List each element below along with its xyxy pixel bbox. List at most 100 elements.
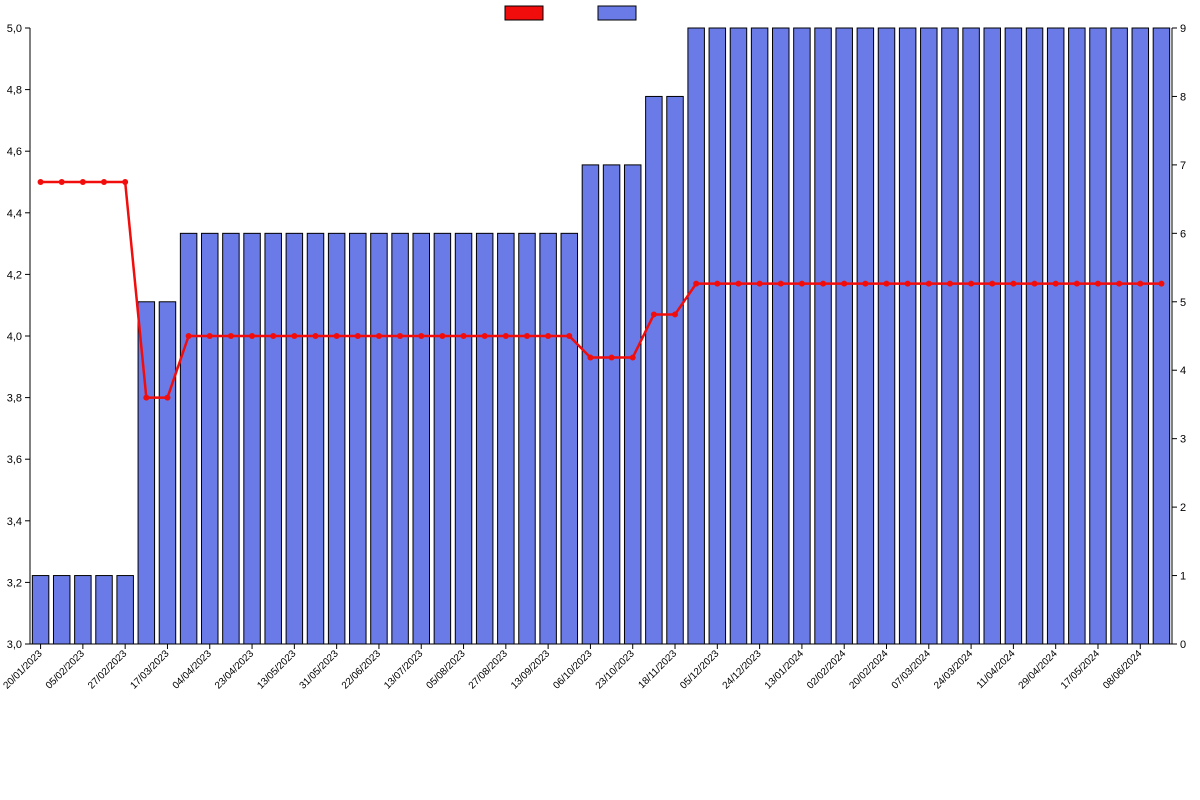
y-left-tick-label: 4,8 — [7, 85, 22, 97]
bar — [857, 28, 873, 644]
bar — [730, 28, 746, 644]
line-marker — [228, 333, 234, 339]
y-right-tick-label: 9 — [1180, 23, 1186, 35]
line-marker — [799, 281, 805, 287]
y-right-tick-label: 7 — [1180, 160, 1186, 172]
y-right-tick-label: 5 — [1180, 297, 1186, 309]
bar — [117, 576, 133, 644]
bar — [984, 28, 1000, 644]
x-tick-label: 08/06/2024 — [1101, 648, 1144, 691]
bar — [1026, 28, 1042, 644]
line-marker — [926, 281, 932, 287]
bar — [159, 302, 175, 644]
line-marker — [1074, 281, 1080, 287]
bar — [709, 28, 725, 644]
line-marker — [1032, 281, 1038, 287]
bar — [350, 233, 366, 644]
x-tick-label: 11/04/2024 — [975, 648, 1018, 691]
x-tick-label: 05/02/2023 — [44, 648, 87, 691]
y-right-tick-label: 3 — [1180, 434, 1186, 446]
line-marker — [1137, 281, 1143, 287]
bar — [371, 233, 387, 644]
line-marker — [1116, 281, 1122, 287]
bar — [836, 28, 852, 644]
bar — [434, 233, 450, 644]
y-right-tick-label: 6 — [1180, 228, 1186, 240]
line-marker — [482, 333, 488, 339]
bar — [244, 233, 260, 644]
line-marker — [714, 281, 720, 287]
line-marker — [418, 333, 424, 339]
x-tick-label: 02/02/2024 — [805, 648, 848, 691]
x-tick-label: 05/12/2023 — [678, 648, 721, 691]
line-marker — [397, 333, 403, 339]
y-right-tick-label: 8 — [1180, 91, 1186, 103]
bar — [646, 96, 662, 644]
x-tick-label: 27/02/2023 — [86, 648, 129, 691]
bar — [286, 233, 302, 644]
bar — [773, 28, 789, 644]
bar — [878, 28, 894, 644]
line-marker — [207, 333, 213, 339]
legend-bar-swatch — [598, 6, 636, 20]
line-marker — [503, 333, 509, 339]
line-marker — [630, 355, 636, 361]
line-marker — [122, 179, 128, 185]
dual-axis-chart: 3,03,23,43,63,84,04,24,44,64,85,00123456… — [0, 0, 1200, 800]
line-marker — [524, 333, 530, 339]
bar — [1132, 28, 1148, 644]
x-tick-label: 13/01/2024 — [763, 648, 806, 691]
bar — [202, 233, 218, 644]
line-marker — [693, 281, 699, 287]
line-marker — [905, 281, 911, 287]
line-marker — [778, 281, 784, 287]
bar — [1005, 28, 1021, 644]
bar — [455, 233, 471, 644]
line-marker — [80, 179, 86, 185]
bar — [180, 233, 196, 644]
bar — [1090, 28, 1106, 644]
line-marker — [1053, 281, 1059, 287]
x-tick-label: 31/05/2023 — [298, 648, 341, 691]
x-tick-label: 20/02/2024 — [847, 648, 890, 691]
line-marker — [989, 281, 995, 287]
line-marker — [651, 311, 657, 317]
x-tick-label: 22/06/2023 — [340, 648, 383, 691]
line-marker — [334, 333, 340, 339]
bar — [392, 233, 408, 644]
bar — [688, 28, 704, 644]
x-tick-label: 17/03/2023 — [128, 648, 171, 691]
line-marker — [545, 333, 551, 339]
line-marker — [735, 281, 741, 287]
line-marker — [862, 281, 868, 287]
line-marker — [164, 395, 170, 401]
bar — [476, 233, 492, 644]
x-tick-label: 29/04/2024 — [1017, 648, 1060, 691]
x-tick-label: 04/04/2023 — [171, 648, 214, 691]
bar — [624, 165, 640, 644]
y-left-tick-label: 3,6 — [7, 454, 22, 466]
x-tick-label: 07/03/2024 — [890, 648, 933, 691]
y-left-tick-label: 4,0 — [7, 331, 22, 343]
bar — [223, 233, 239, 644]
bar — [540, 233, 556, 644]
line-marker — [884, 281, 890, 287]
line-marker — [1158, 281, 1164, 287]
bar — [667, 96, 683, 644]
x-tick-label: 06/10/2023 — [551, 648, 594, 691]
bar — [519, 233, 535, 644]
y-right-tick-label: 4 — [1180, 365, 1186, 377]
bar — [899, 28, 915, 644]
line-marker — [587, 355, 593, 361]
bar — [815, 28, 831, 644]
x-tick-label: 20/01/2023 — [2, 648, 45, 691]
bar — [75, 576, 91, 644]
line-marker — [291, 333, 297, 339]
y-right-tick-label: 0 — [1180, 639, 1186, 651]
y-left-tick-label: 4,6 — [7, 146, 22, 158]
line-marker — [376, 333, 382, 339]
x-tick-label: 13/09/2023 — [509, 648, 552, 691]
line-marker — [270, 333, 276, 339]
bar — [413, 233, 429, 644]
line-marker — [672, 311, 678, 317]
